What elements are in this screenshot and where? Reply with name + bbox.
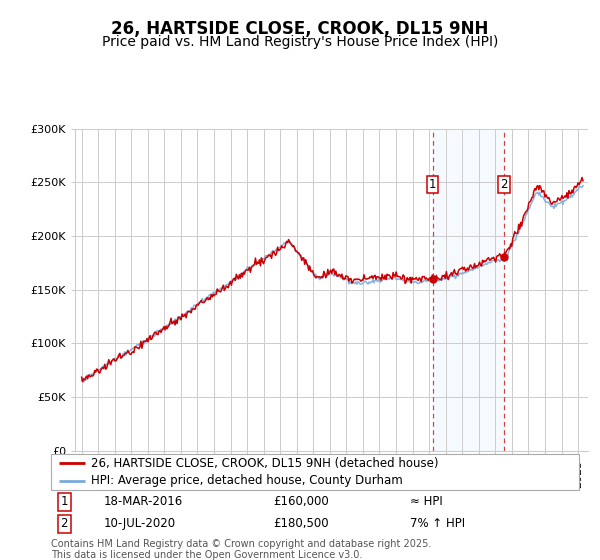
Text: £160,000: £160,000 [273, 495, 329, 508]
Bar [433, 129, 504, 451]
Text: 2: 2 [500, 178, 508, 191]
Text: ≈ HPI: ≈ HPI [410, 495, 443, 508]
Text: Contains HM Land Registry data © Crown copyright and database right 2025.
This d: Contains HM Land Registry data © Crown c… [51, 539, 431, 560]
Text: 7% ↑ HPI: 7% ↑ HPI [410, 517, 465, 530]
Text: 2: 2 [61, 517, 68, 530]
Text: 26, HARTSIDE CLOSE, CROOK, DL15 9NH (detached house): 26, HARTSIDE CLOSE, CROOK, DL15 9NH (det… [91, 457, 438, 470]
Text: 1: 1 [61, 495, 68, 508]
Text: HPI: Average price, detached house, County Durham: HPI: Average price, detached house, Coun… [91, 474, 403, 487]
Text: £180,500: £180,500 [273, 517, 328, 530]
Text: Price paid vs. HM Land Registry's House Price Index (HPI): Price paid vs. HM Land Registry's House … [102, 35, 498, 49]
Text: 1: 1 [429, 178, 436, 191]
Text: 18-MAR-2016: 18-MAR-2016 [104, 495, 183, 508]
Text: 10-JUL-2020: 10-JUL-2020 [104, 517, 176, 530]
Text: 26, HARTSIDE CLOSE, CROOK, DL15 9NH: 26, HARTSIDE CLOSE, CROOK, DL15 9NH [112, 20, 488, 38]
